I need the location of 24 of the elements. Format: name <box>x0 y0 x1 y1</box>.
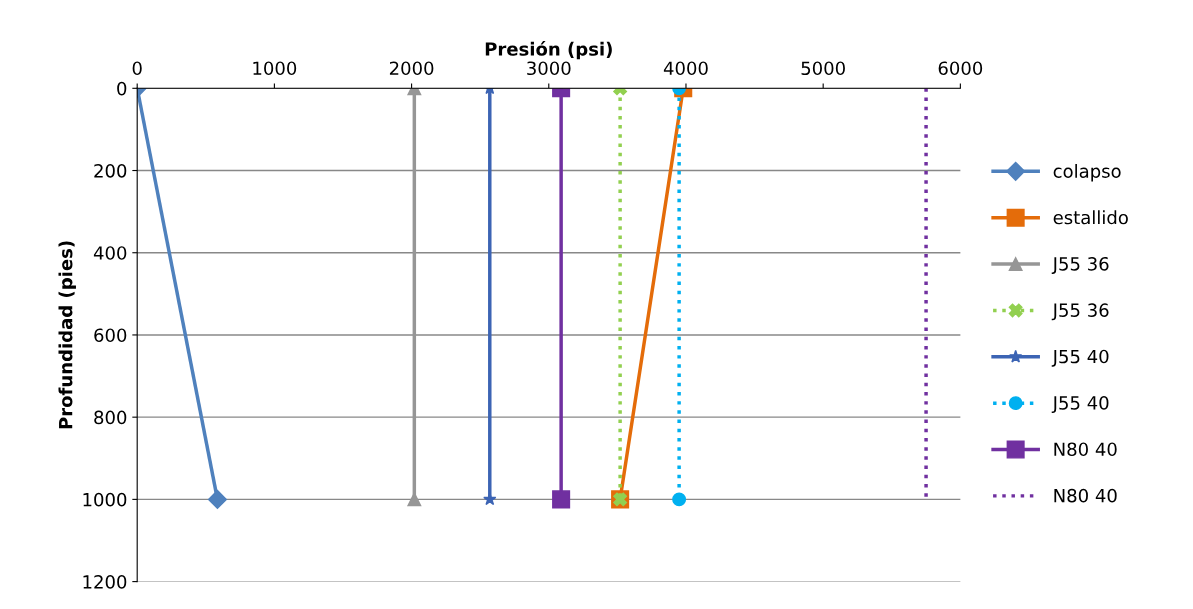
x-tick-label: 0 <box>132 61 142 76</box>
x-tick-label: 4000 <box>663 61 708 76</box>
legend-label: J55 40 <box>1051 349 1109 367</box>
x-tick-label: 6000 <box>938 61 983 76</box>
legend-label: estallido <box>1053 210 1128 225</box>
y-tick-label: 800 <box>94 410 127 425</box>
x-tick-label: 5000 <box>801 61 845 76</box>
legend-label: N80 40 <box>1054 488 1117 503</box>
y-tick-label: 1000 <box>83 492 127 507</box>
legend-label: colapso <box>1053 163 1121 182</box>
y-tick-label: 0 <box>117 81 127 96</box>
y-axis-title: Profundidad (pies) <box>58 241 76 429</box>
x-tick-label: 3000 <box>527 61 571 76</box>
y-tick-label: 1200 <box>83 575 127 589</box>
y-tick-label: 400 <box>93 246 127 260</box>
legend-label: J55 36 <box>1051 256 1109 274</box>
legend-label: J55 40 <box>1051 396 1109 414</box>
y-tick-label: 200 <box>94 163 127 178</box>
x-tick-label: 1000 <box>253 61 297 76</box>
legend-label: N80 40 <box>1054 442 1117 457</box>
x-axis-title: Presión (psi) <box>485 41 612 60</box>
legend-label: J55 36 <box>1051 303 1109 321</box>
y-tick-label: 600 <box>94 328 127 343</box>
x-tick-label: 2000 <box>389 61 434 76</box>
